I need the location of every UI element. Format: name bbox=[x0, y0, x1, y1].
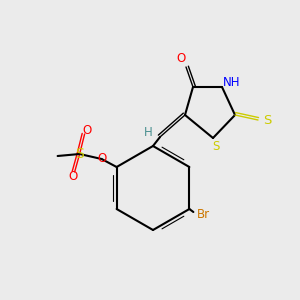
Text: S: S bbox=[212, 140, 220, 154]
Text: H: H bbox=[144, 125, 152, 139]
Text: O: O bbox=[68, 169, 77, 182]
Text: O: O bbox=[97, 152, 106, 166]
Text: S: S bbox=[75, 147, 84, 161]
Text: O: O bbox=[82, 124, 91, 136]
Text: NH: NH bbox=[223, 76, 241, 89]
Text: O: O bbox=[176, 52, 186, 65]
Text: Br: Br bbox=[197, 208, 210, 220]
Text: S: S bbox=[263, 113, 271, 127]
